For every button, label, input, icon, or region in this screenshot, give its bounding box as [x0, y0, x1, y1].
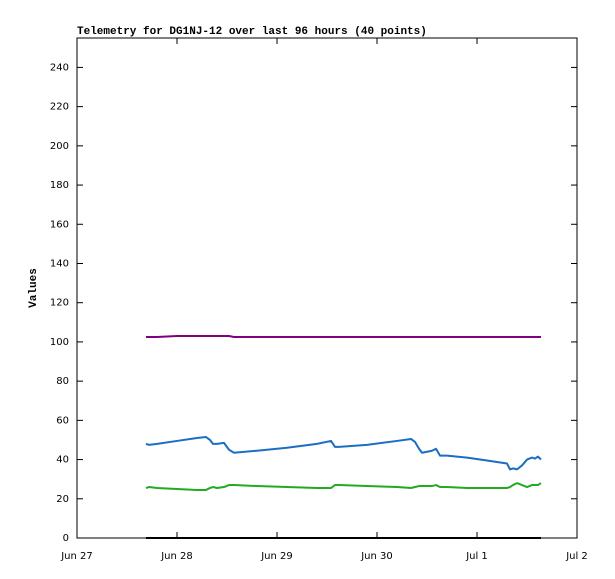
y-tick-label: 20 [56, 494, 69, 505]
x-tick-label: Jun 27 [60, 551, 93, 562]
y-tick-label: 160 [50, 219, 69, 230]
y-tick-label: 40 [56, 455, 69, 466]
y-tick-label: 140 [50, 258, 69, 269]
y-tick-label: 0 [63, 533, 69, 544]
y-tick-label: 200 [50, 141, 69, 152]
series-line [145, 436, 542, 471]
y-tick-label: 220 [50, 102, 69, 113]
y-tick-label: 100 [50, 337, 69, 348]
series-line [146, 335, 541, 339]
y-tick-label: 60 [56, 415, 69, 426]
y-tick-label: 240 [50, 62, 69, 73]
y-tick-label: 80 [56, 376, 69, 387]
x-tick-label: Jun 29 [260, 551, 293, 562]
y-tick-label: 120 [50, 298, 69, 309]
x-tick-label: Jun 30 [360, 551, 393, 562]
series-line [145, 482, 542, 491]
x-tick-label: Jul 2 [565, 551, 588, 562]
x-tick-label: Jun 28 [160, 551, 193, 562]
chart-title: Telemetry for DG1NJ-12 over last 96 hour… [77, 26, 427, 38]
y-tick-label: 180 [50, 180, 69, 191]
x-tick-label: Jul 1 [465, 551, 488, 562]
y-axis-label: Values [28, 268, 40, 308]
